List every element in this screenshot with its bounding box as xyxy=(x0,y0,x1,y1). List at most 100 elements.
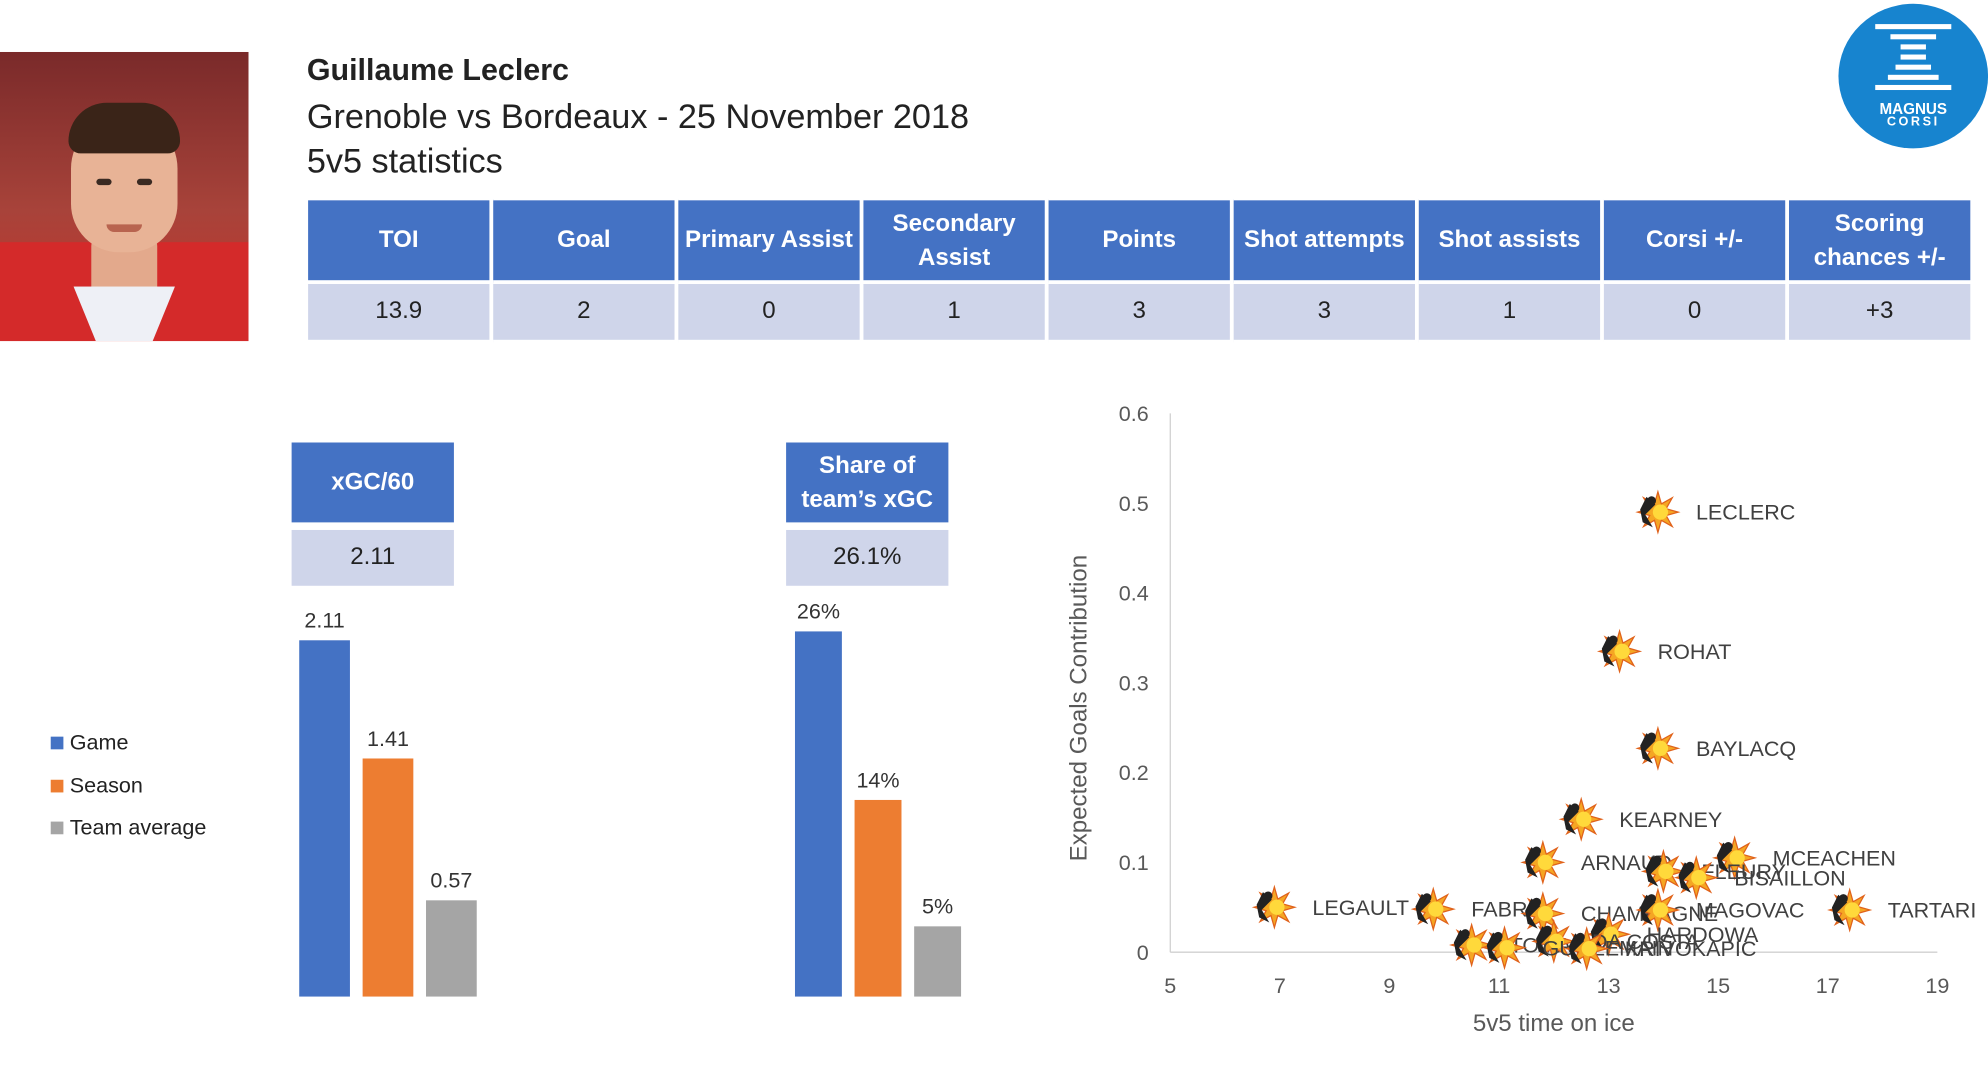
player-marker-icon xyxy=(1635,887,1681,933)
player-marker-icon xyxy=(1564,925,1610,972)
player-marker-icon xyxy=(1712,835,1758,881)
stat-header: Corsi +/- xyxy=(1600,196,1790,285)
stat-header: Shot assists xyxy=(1414,196,1604,285)
bar-game xyxy=(794,631,842,997)
point-label: TARTARI xyxy=(1888,898,1977,923)
legend-item-team-average: Team average xyxy=(50,815,207,840)
point-label: ROHAT xyxy=(1658,639,1732,664)
y-tick-label: 0.4 xyxy=(1119,581,1149,606)
player-marker-icon xyxy=(1251,884,1297,930)
point-label: HARDOWA xyxy=(1647,922,1759,947)
legend-item-season: Season xyxy=(50,773,143,798)
bar-value-label: 26% xyxy=(797,599,840,624)
player-marker-icon xyxy=(1635,725,1681,771)
stat-header: Scoring chances +/- xyxy=(1785,196,1975,285)
stat-value: 0 xyxy=(674,280,864,344)
legend-swatch xyxy=(50,821,64,835)
x-tick-label: 13 xyxy=(1597,973,1621,998)
player-marker-icon xyxy=(1635,489,1681,535)
point-label: DA COSTA xyxy=(1592,929,1700,954)
stat-value: 3 xyxy=(1044,280,1234,344)
y-tick-label: 0 xyxy=(1137,940,1149,965)
x-tick-label: 7 xyxy=(1274,973,1286,998)
y-axis-title: Expected Goals Contribution xyxy=(1066,555,1093,862)
stats-header-row: TOI Goal Primary Assist Secondary Assist… xyxy=(304,196,1975,285)
stat-value: 2 xyxy=(489,280,679,344)
legend-swatch xyxy=(50,779,64,793)
stat-value: 1 xyxy=(859,280,1049,344)
point-label: FLEURY xyxy=(1701,859,1786,884)
xgc-label-box: xGC/60 xyxy=(291,442,454,523)
stats-table: TOI Goal Primary Assist Secondary Assist… xyxy=(304,196,1975,344)
bar-team-average xyxy=(914,926,962,997)
bar-team-average xyxy=(426,900,477,997)
point-label: BAYLACQ xyxy=(1696,736,1796,761)
legend-label: Game xyxy=(69,730,129,755)
legend-label: Season xyxy=(69,773,143,798)
point-label: KRIVOKAPIC xyxy=(1625,936,1757,961)
y-tick-label: 0.5 xyxy=(1119,491,1149,516)
point-label: LECLERC xyxy=(1696,500,1795,525)
logo-text-magnus: MAGNUS xyxy=(1879,100,1948,118)
y-tick-label: 0.2 xyxy=(1119,760,1149,785)
logo-text-corsi: CORSI xyxy=(1886,115,1940,130)
player-marker-icon xyxy=(1673,855,1719,901)
share-value-box: 26.1% xyxy=(786,529,949,586)
xgc-value-box: 2.11 xyxy=(291,529,454,586)
stat-value: 3 xyxy=(1229,280,1419,344)
legend-item-game: Game xyxy=(50,730,129,755)
stat-header: Shot attempts xyxy=(1229,196,1419,285)
x-tick-label: 15 xyxy=(1706,973,1730,998)
player-marker-icon xyxy=(1410,886,1456,932)
legend-swatch xyxy=(50,736,64,750)
stat-value: +3 xyxy=(1785,280,1975,344)
player-marker-icon xyxy=(1640,848,1686,894)
stat-header: Secondary Assist xyxy=(859,196,1049,285)
stat-header: TOI xyxy=(304,196,494,285)
stat-value: 1 xyxy=(1414,280,1604,344)
x-tick-label: 19 xyxy=(1925,973,1949,998)
legend-label: Team average xyxy=(69,815,207,840)
y-tick-label: 0.3 xyxy=(1119,670,1149,695)
match-title: Grenoble vs Bordeaux - 25 November 2018 xyxy=(306,97,970,136)
player-marker-icon xyxy=(1481,925,1528,971)
y-tick-label: 0.1 xyxy=(1119,850,1149,875)
point-label: BISAILLON xyxy=(1734,865,1845,890)
player-name: Guillaume Leclerc xyxy=(306,53,569,88)
player-marker-icon xyxy=(1558,796,1604,842)
x-tick-label: 5 xyxy=(1164,973,1176,998)
x-tick-label: 9 xyxy=(1383,973,1395,998)
bar-game xyxy=(299,640,350,997)
player-marker-icon xyxy=(1531,918,1577,965)
point-label: MCEACHEN xyxy=(1773,846,1896,871)
stat-header: Goal xyxy=(489,196,679,285)
bar-season xyxy=(362,758,414,997)
bar-season xyxy=(854,799,902,997)
share-bar-chart: 26% 14% 5% xyxy=(794,599,962,997)
stats-value-row: 13.9 2 0 1 3 3 1 0 +3 xyxy=(304,280,1975,344)
x-axis-title: 5v5 time on ice xyxy=(1473,1010,1635,1035)
player-photo xyxy=(0,51,249,342)
point-label: GUILLEMAIN xyxy=(1543,935,1674,960)
bar-value-label: 1.41 xyxy=(367,726,409,751)
magnus-corsi-logo: MAGNUS CORSI xyxy=(1838,3,1988,149)
y-tick-label: 0.6 xyxy=(1119,401,1149,426)
xgc-scatter-chart: 5 7 9 11 13 15 17 19 0 0.1 0.2 0.3 0.4 0.5 0.6 5v5 time… xyxy=(1066,401,1977,1035)
share-label-box: Share of team’s xGC xyxy=(786,442,949,523)
bar-value-label: 0.57 xyxy=(430,868,472,893)
x-tick-label: 11 xyxy=(1488,973,1510,998)
stat-value: 13.9 xyxy=(304,280,494,344)
point-label: LEGAULT xyxy=(1312,895,1409,920)
point-label: KEARNEY xyxy=(1619,807,1722,832)
stats-subtitle: 5v5 statistics xyxy=(306,142,503,181)
stat-header: Points xyxy=(1044,196,1234,285)
player-marker-icon xyxy=(1827,887,1873,933)
player-marker-icon xyxy=(1520,839,1566,885)
x-tick-label: 17 xyxy=(1816,973,1840,998)
bar-value-label: 5% xyxy=(922,894,953,919)
bar-value-label: 14% xyxy=(856,767,899,792)
player-marker-icon xyxy=(1596,628,1643,674)
bar-value-label: 2.11 xyxy=(304,608,344,633)
point-label: MAGOVAC xyxy=(1696,898,1805,923)
stat-header: Primary Assist xyxy=(674,196,864,285)
